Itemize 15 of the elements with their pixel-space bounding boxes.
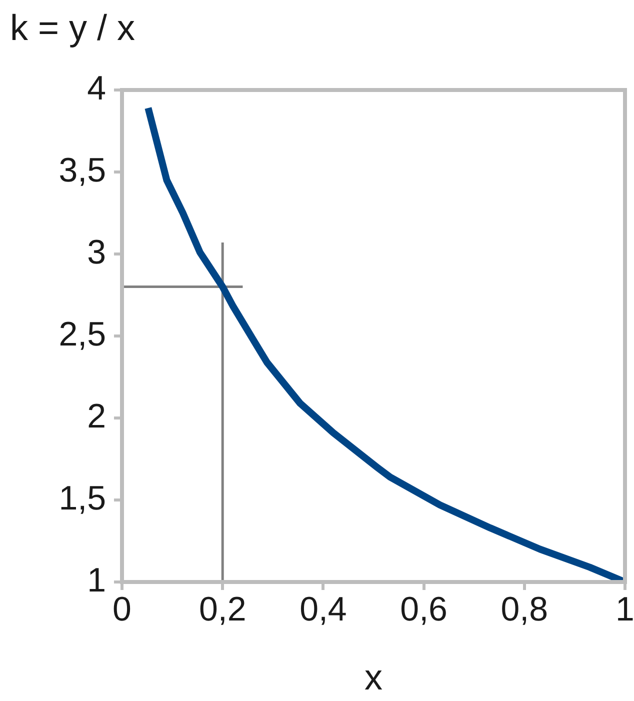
y-tick-label: 4: [87, 69, 106, 108]
x-tick-label: 0,6: [400, 590, 448, 628]
y-tick-label: 2: [87, 397, 106, 436]
x-tick-label: 1: [616, 590, 634, 628]
y-axis-title: k = y / x: [10, 6, 136, 48]
x-tick-label: 0,2: [198, 590, 246, 628]
y-tick-label: 3: [87, 233, 106, 272]
x-tick-label: 0: [112, 590, 132, 628]
y-tick-label: 1: [87, 561, 106, 600]
y-tick-label: 3,5: [58, 151, 106, 190]
y-tick-label: 2,5: [58, 315, 106, 354]
y-tick-label: 1,5: [58, 479, 106, 518]
x-axis-title: x: [364, 656, 382, 698]
x-tick-label: 0,8: [500, 590, 548, 628]
x-tick-label: 0,4: [300, 590, 347, 628]
